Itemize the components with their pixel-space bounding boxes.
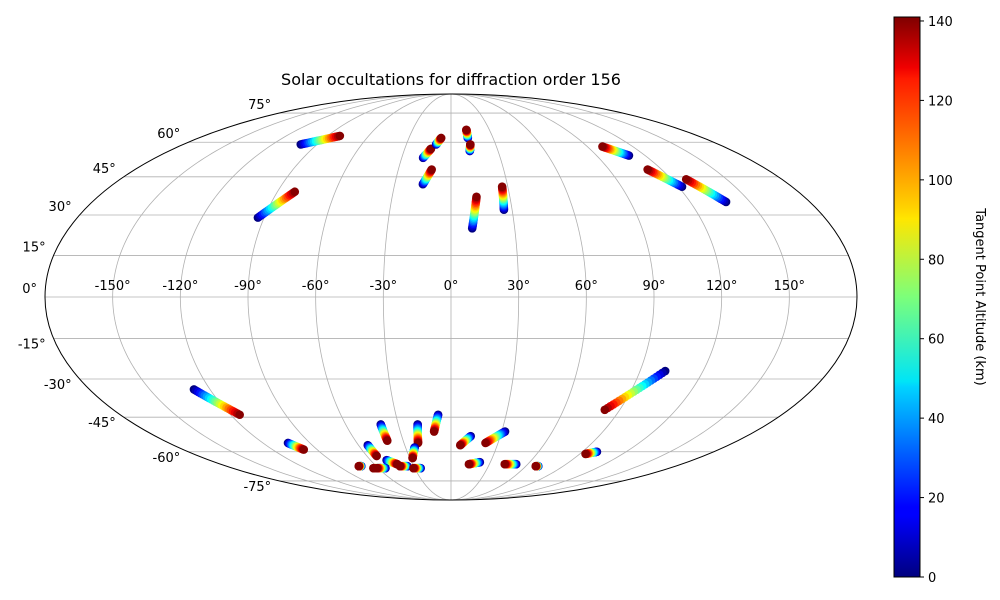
- occultation-track: [432, 134, 446, 149]
- occultation-point: [581, 450, 590, 459]
- colorbar-tick-label: 100: [928, 174, 953, 189]
- latitude-tick-label: -30°: [44, 378, 72, 393]
- occultation-point: [598, 142, 607, 151]
- occultation-point: [462, 125, 471, 134]
- latitude-tick-label: -75°: [243, 480, 271, 495]
- latitude-tick-label: 15°: [23, 240, 46, 255]
- longitude-tick-label: -90°: [234, 279, 262, 294]
- occultation-track: [408, 443, 419, 462]
- occultation-point: [409, 464, 418, 473]
- colorbar-tick-label: 80: [928, 253, 945, 268]
- occultation-track: [296, 132, 344, 149]
- occultation-point: [682, 175, 691, 184]
- latitude-tick-label: -15°: [18, 338, 46, 353]
- chart-title: Solar occultations for diffraction order…: [281, 70, 621, 89]
- occultation-point: [600, 405, 609, 414]
- occultation-track: [254, 187, 299, 222]
- colorbar-tick-label: 140: [928, 15, 953, 30]
- colorbar-ticks: 0 20 40 60 80 100 120 140: [920, 15, 953, 586]
- longitude-tick-label: 150°: [774, 279, 805, 294]
- occultation-points: [190, 125, 731, 472]
- occultation-point: [235, 410, 244, 419]
- latitude-tick-label: 30°: [49, 200, 72, 215]
- longitude-tick-labels: -150° -120° -90° -60° -30° 0° 30° 60° 90° 120° 150…: [95, 279, 805, 294]
- latitude-tick-label: -45°: [88, 416, 116, 431]
- occultation-point: [383, 436, 392, 445]
- occultation-track: [500, 460, 520, 469]
- occultation-track: [531, 462, 542, 471]
- occultation-track: [373, 464, 390, 473]
- occultation-point: [498, 182, 507, 191]
- colorbar-tick-label: 60: [928, 333, 945, 348]
- latitude-tick-label: -60°: [153, 451, 181, 466]
- occultation-track: [498, 182, 508, 214]
- occultation-point: [299, 445, 308, 454]
- longitude-tick-label: 0°: [444, 279, 459, 294]
- occultation-track: [376, 420, 391, 445]
- occultation-point: [290, 187, 299, 196]
- colorbar-tick-label: 120: [928, 94, 953, 109]
- occultation-point: [481, 439, 490, 448]
- occultation-point: [427, 165, 436, 174]
- occultation-track: [600, 367, 669, 414]
- longitude-tick-label: 90°: [642, 279, 665, 294]
- occultation-point: [500, 460, 509, 469]
- latitude-tick-labels: 75° 60° 45° 30° 15° 0° -15° -30° -45° -60° -75°: [18, 98, 271, 495]
- latitude-tick-label: 0°: [22, 282, 37, 297]
- occultation-track: [643, 165, 686, 191]
- colorbar-tick-label: 40: [928, 412, 945, 427]
- occultation-point: [643, 165, 652, 174]
- occultation-point: [373, 464, 382, 473]
- occultation-track: [598, 142, 633, 160]
- occultation-point: [456, 441, 465, 450]
- longitude-tick-label: 60°: [575, 279, 598, 294]
- occultation-track: [430, 410, 443, 435]
- occultation-track: [190, 385, 244, 419]
- occultation-track: [465, 458, 485, 469]
- occultation-track: [462, 125, 472, 142]
- occultation-point: [430, 427, 439, 436]
- occultation-track: [468, 193, 481, 233]
- longitude-tick-label: 30°: [507, 279, 530, 294]
- colorbar-tick-label: 20: [928, 492, 945, 507]
- occultation-track: [419, 144, 435, 162]
- occultation-point: [336, 132, 345, 141]
- occultation-track: [481, 427, 509, 447]
- colorbar-label: Tangent Point Altitude (km): [972, 207, 987, 385]
- longitude-tick-label: -60°: [302, 279, 330, 294]
- occultation-point: [472, 193, 481, 202]
- occultation-track: [409, 464, 425, 473]
- occultation-track: [466, 140, 475, 155]
- occultation-point: [396, 462, 405, 471]
- latitude-tick-label: 75°: [248, 98, 271, 113]
- longitude-tick-label: -120°: [162, 279, 198, 294]
- occultation-point: [372, 452, 381, 461]
- longitude-tick-label: -150°: [95, 279, 131, 294]
- occultation-track: [363, 441, 381, 460]
- occultation-track: [682, 175, 730, 206]
- graticule: [45, 94, 857, 500]
- occultation-point: [408, 454, 417, 463]
- colorbar: 0 20 40 60 80 100 120 140 Tangent Point Altitud…: [894, 15, 987, 586]
- occultation-track: [456, 432, 475, 450]
- latitude-tick-label: 60°: [157, 127, 180, 142]
- occultation-point: [465, 460, 474, 469]
- occultation-point: [354, 462, 363, 471]
- colorbar-gradient: [894, 17, 920, 577]
- occultation-track: [581, 447, 601, 458]
- occultation-track: [354, 462, 365, 471]
- colorbar-tick-label: 0: [928, 571, 936, 586]
- occultation-point: [531, 462, 540, 471]
- occultation-point: [437, 134, 446, 143]
- occultation-point: [466, 140, 475, 149]
- longitude-tick-label: 120°: [706, 279, 737, 294]
- latitude-tick-label: 45°: [93, 162, 116, 177]
- longitude-tick-label: -30°: [369, 279, 397, 294]
